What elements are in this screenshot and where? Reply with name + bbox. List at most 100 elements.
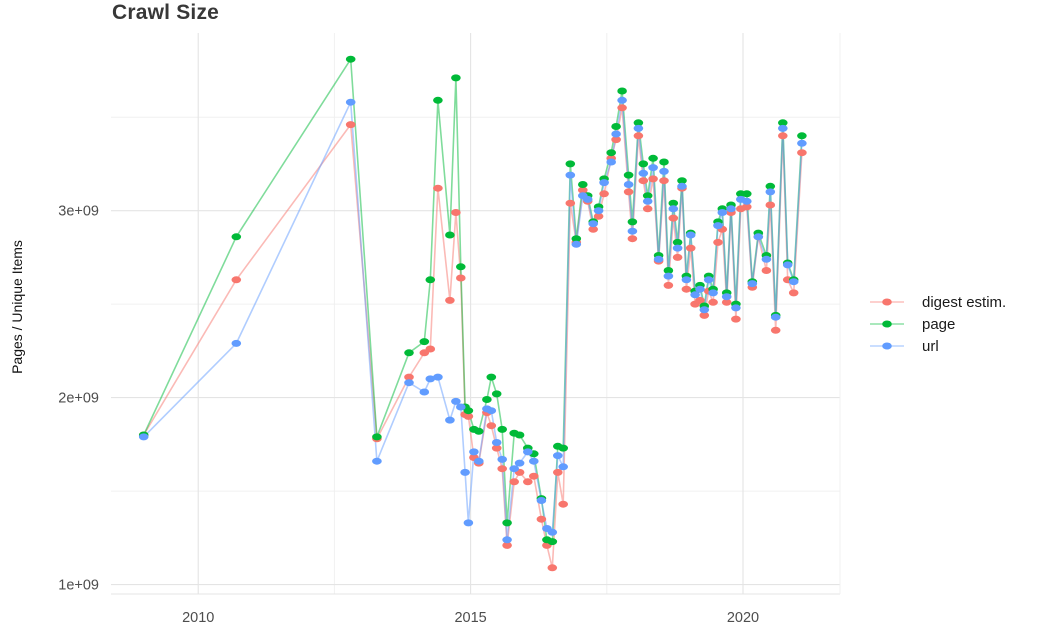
data-point bbox=[726, 205, 736, 213]
data-point bbox=[345, 55, 356, 63]
data-point bbox=[463, 412, 474, 420]
data-point bbox=[668, 199, 679, 207]
data-point bbox=[778, 132, 788, 140]
data-point bbox=[721, 298, 732, 306]
data-point bbox=[648, 175, 658, 183]
data-point bbox=[627, 235, 638, 243]
data-point bbox=[681, 285, 692, 293]
data-point bbox=[593, 212, 604, 220]
data-point bbox=[482, 396, 492, 403]
data-point bbox=[633, 124, 644, 132]
data-point bbox=[797, 132, 807, 140]
data-point bbox=[547, 528, 558, 536]
series-line bbox=[143, 107, 803, 568]
data-point bbox=[491, 444, 502, 452]
data-point bbox=[717, 209, 728, 216]
data-point bbox=[553, 468, 563, 476]
data-point bbox=[695, 285, 705, 293]
data-point bbox=[578, 181, 588, 188]
data-point bbox=[451, 397, 461, 405]
data-point bbox=[659, 167, 669, 175]
data-point bbox=[742, 190, 752, 198]
data-point bbox=[765, 182, 776, 190]
data-point bbox=[663, 281, 674, 289]
data-point bbox=[659, 177, 669, 185]
data-point bbox=[469, 448, 479, 456]
data-point bbox=[138, 433, 149, 441]
data-point bbox=[642, 205, 653, 213]
data-point bbox=[699, 306, 710, 314]
data-point bbox=[638, 177, 649, 185]
data-point bbox=[648, 164, 658, 172]
data-point bbox=[690, 291, 700, 299]
data-point bbox=[761, 267, 772, 274]
data-point bbox=[627, 218, 638, 226]
data-point bbox=[565, 160, 576, 168]
data-point bbox=[638, 160, 649, 168]
legend-item-page: page bbox=[868, 313, 1006, 335]
data-point bbox=[509, 465, 519, 473]
data-point bbox=[497, 425, 508, 433]
data-point bbox=[672, 253, 683, 261]
data-point bbox=[668, 214, 679, 222]
legend-label-page: page bbox=[922, 315, 956, 333]
data-point bbox=[433, 96, 443, 104]
data-point bbox=[460, 468, 470, 476]
data-point bbox=[770, 313, 781, 321]
data-point bbox=[593, 207, 604, 215]
data-point bbox=[486, 422, 497, 430]
y-tick-label: 2e+09 bbox=[58, 391, 99, 407]
data-point bbox=[672, 244, 683, 252]
legend-label-url: url bbox=[922, 337, 939, 355]
data-point bbox=[742, 203, 752, 211]
data-point bbox=[433, 373, 443, 381]
data-point bbox=[765, 201, 776, 209]
data-point bbox=[627, 227, 638, 235]
data-point bbox=[345, 121, 356, 129]
data-point bbox=[633, 132, 644, 140]
legend-key-digest-icon bbox=[870, 298, 904, 306]
data-point bbox=[547, 564, 558, 572]
data-point bbox=[425, 375, 436, 383]
data-point bbox=[445, 296, 455, 304]
data-point bbox=[529, 472, 539, 480]
data-point bbox=[659, 158, 669, 166]
data-point bbox=[761, 255, 772, 263]
data-point bbox=[558, 500, 568, 508]
data-point bbox=[463, 407, 474, 415]
data-point bbox=[731, 304, 741, 312]
x-tick-label: 2020 bbox=[727, 610, 759, 626]
data-point bbox=[571, 235, 582, 243]
data-point bbox=[565, 199, 576, 207]
data-point bbox=[404, 373, 414, 381]
data-point bbox=[231, 233, 242, 241]
data-point bbox=[463, 519, 474, 527]
data-point bbox=[677, 177, 687, 185]
data-point bbox=[713, 238, 723, 246]
data-point bbox=[456, 274, 466, 282]
data-point bbox=[547, 538, 558, 546]
data-point bbox=[372, 433, 382, 441]
y-tick-label: 1e+09 bbox=[58, 578, 99, 594]
data-point bbox=[502, 541, 512, 549]
data-point bbox=[788, 278, 799, 286]
data-point bbox=[445, 231, 455, 239]
data-point bbox=[509, 478, 519, 486]
data-point bbox=[419, 388, 430, 396]
data-point bbox=[699, 311, 710, 319]
data-point bbox=[491, 439, 502, 446]
data-point bbox=[617, 87, 627, 95]
data-point bbox=[558, 444, 568, 452]
data-point bbox=[713, 222, 723, 230]
data-point bbox=[523, 448, 533, 456]
data-point bbox=[536, 497, 547, 504]
data-point bbox=[474, 427, 484, 435]
data-point bbox=[553, 452, 563, 460]
data-point bbox=[668, 205, 679, 213]
data-point bbox=[611, 130, 621, 138]
data-point bbox=[648, 154, 658, 162]
data-point bbox=[582, 195, 593, 203]
data-point bbox=[425, 276, 436, 284]
data-point bbox=[782, 261, 793, 269]
data-point bbox=[708, 289, 718, 297]
